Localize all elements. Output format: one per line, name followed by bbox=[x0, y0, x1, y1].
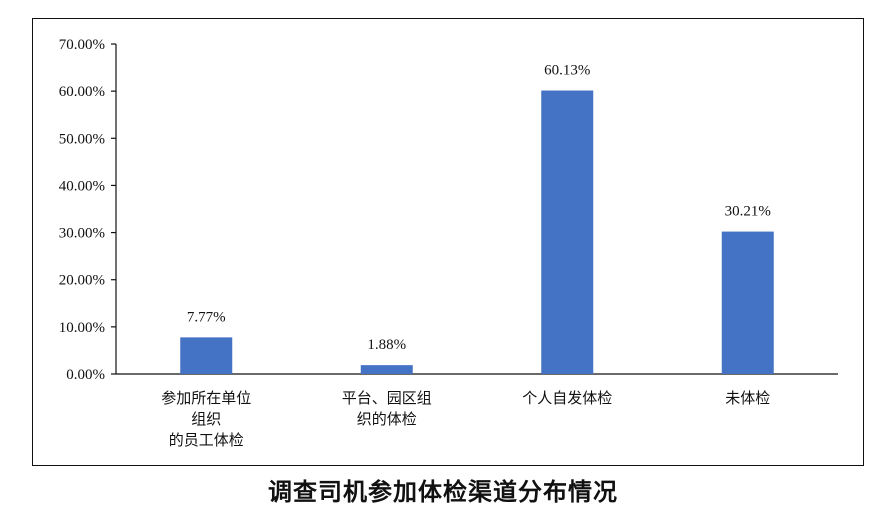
x-tick-label: 平台、园区组 bbox=[342, 389, 432, 407]
x-tick-label: 的员工体检 bbox=[169, 431, 244, 449]
bar-chart: 0.00% 10.00% 20.00% 30.00% 40.00% 50.00% 60.00… bbox=[59, 37, 838, 449]
y-tick-label: 10.00% bbox=[59, 320, 105, 336]
chart-title: 调查司机参加体检渠道分布情况 bbox=[268, 478, 618, 506]
chart-frame bbox=[32, 18, 864, 466]
bar bbox=[180, 337, 233, 374]
y-tick-label: 40.00% bbox=[59, 178, 105, 194]
bar bbox=[721, 231, 774, 374]
data-label: 7.77% bbox=[187, 309, 226, 325]
y-tick-label: 70.00% bbox=[59, 37, 105, 53]
x-tick-label: 组织 bbox=[191, 410, 221, 428]
y-tick-label: 50.00% bbox=[59, 131, 105, 147]
data-label: 60.13% bbox=[544, 63, 590, 79]
x-tick-label: 参加所在单位 bbox=[161, 389, 251, 407]
bar bbox=[360, 365, 413, 374]
data-label: 30.21% bbox=[725, 204, 771, 220]
data-label: 1.88% bbox=[367, 337, 406, 353]
y-tick-label: 30.00% bbox=[59, 226, 105, 242]
x-tick-label: 未体检 bbox=[725, 389, 770, 407]
y-tick-label: 0.00% bbox=[66, 367, 105, 383]
x-tick-label: 个人自发体检 bbox=[522, 389, 612, 407]
y-tick-label: 20.00% bbox=[59, 273, 105, 289]
x-tick-label: 织的体检 bbox=[357, 410, 417, 428]
y-tick-label: 60.00% bbox=[59, 84, 105, 100]
bar bbox=[541, 90, 594, 374]
